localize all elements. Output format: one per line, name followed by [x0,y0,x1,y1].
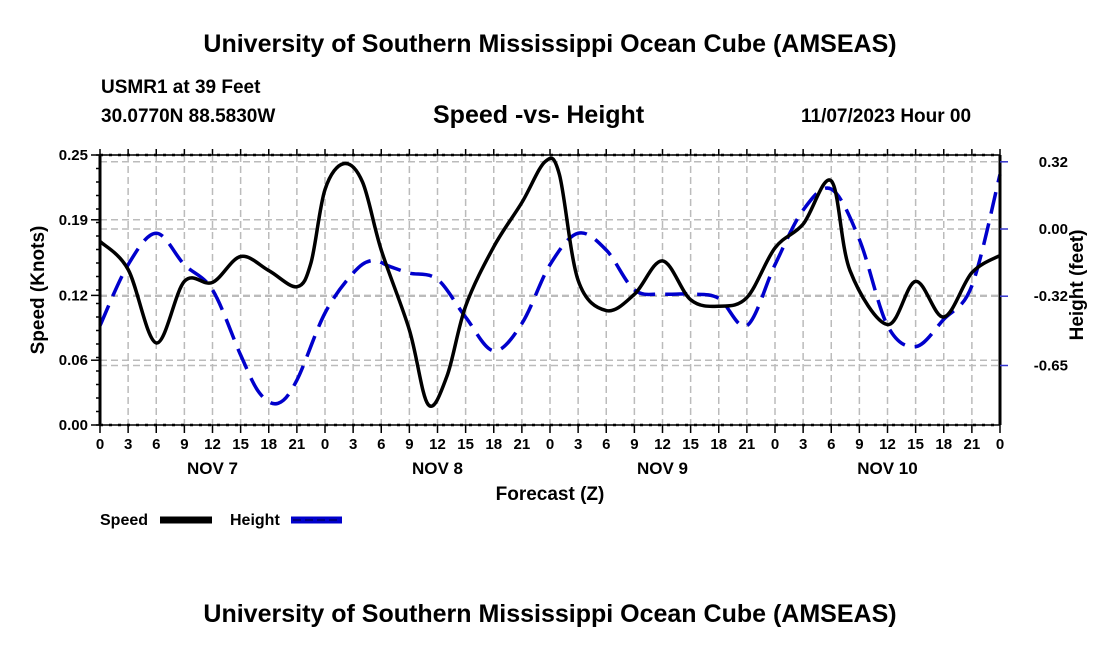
x-tick-label: 18 [260,436,277,453]
x-tick-label: 15 [682,436,699,453]
y-tick-label: 0.06 [59,352,88,369]
x-tick-label: 3 [349,436,357,453]
x-tick-label: 9 [855,436,863,453]
x-axis-title: Forecast (Z) [496,484,605,505]
page-title: University of Southern Mississippi Ocean… [203,30,897,58]
x-tick-label: 18 [935,436,952,453]
x-tick-label: 21 [289,436,306,453]
x-tick-label: 9 [405,436,413,453]
x-date-label: NOV 10 [857,459,917,478]
x-tick-label: 0 [771,436,779,453]
x-tick-label: 18 [485,436,502,453]
height-series-line [98,173,1002,406]
x-tick-label: 12 [654,436,671,453]
x-tick-label: 0 [996,436,1004,453]
y-tick-label: 0.12 [59,287,88,304]
x-tick-label: 6 [827,436,835,453]
grid [100,154,1000,425]
x-tick-label: 0 [321,436,329,453]
x-tick-label: 21 [739,436,756,453]
legend: Speed Height [100,512,342,529]
y-tick-label: 0.25 [59,147,88,164]
y2-tick-label: -0.65 [1034,358,1068,375]
y-axis-title: Speed (Knots) [28,226,49,355]
y-tick-label: 0.19 [59,212,88,229]
x-tick-label: 21 [964,436,981,453]
y2-axis-title: Height (feet) [1067,230,1088,341]
y2-tick-label: 0.32 [1039,154,1068,171]
x-tick-label: 12 [204,436,221,453]
x-tick-label: 21 [514,436,531,453]
x-tick-label: 6 [602,436,610,453]
legend-speed-label: Speed [100,512,148,529]
x-tick-label: 0 [96,436,104,453]
x-date-label: NOV 7 [187,459,238,478]
x-tick-label: 15 [457,436,474,453]
x-tick-label: 15 [907,436,924,453]
y-tick-label: 0.00 [59,417,88,434]
x-tick-label: 3 [124,436,132,453]
legend-height-label: Height [230,512,280,529]
y2-tick-label: -0.32 [1034,288,1068,305]
y2-tick-label: 0.00 [1039,221,1068,238]
station-label: USMR1 at 39 Feet [101,77,261,98]
x-tick-label: 3 [799,436,807,453]
axes: 0.00 0.06 0.12 0.19 0.25 0.32 0.00 -0.32 -0.65 0 3… [59,147,1068,478]
x-tick-label: 12 [429,436,446,453]
x-tick-label: 3 [574,436,582,453]
chart-title: Speed -vs- Height [433,101,645,129]
x-tick-label: 18 [710,436,727,453]
x-tick-label: 6 [152,436,160,453]
series-layer [98,156,1002,408]
coordinates-label: 30.0770N 88.5830W [101,106,276,127]
x-tick-label: 15 [232,436,249,453]
x-tick-label: 12 [879,436,896,453]
x-date-label: NOV 9 [637,459,688,478]
footer-title: University of Southern Mississippi Ocean… [203,600,897,628]
x-tick-label: 6 [377,436,385,453]
x-date-label: NOV 8 [412,459,463,478]
forecast-date: 11/07/2023 Hour 00 [801,106,972,127]
x-tick-label: 9 [180,436,188,453]
speed-series-line [98,156,1001,408]
x-tick-label: 0 [546,436,554,453]
x-tick-label: 9 [630,436,638,453]
